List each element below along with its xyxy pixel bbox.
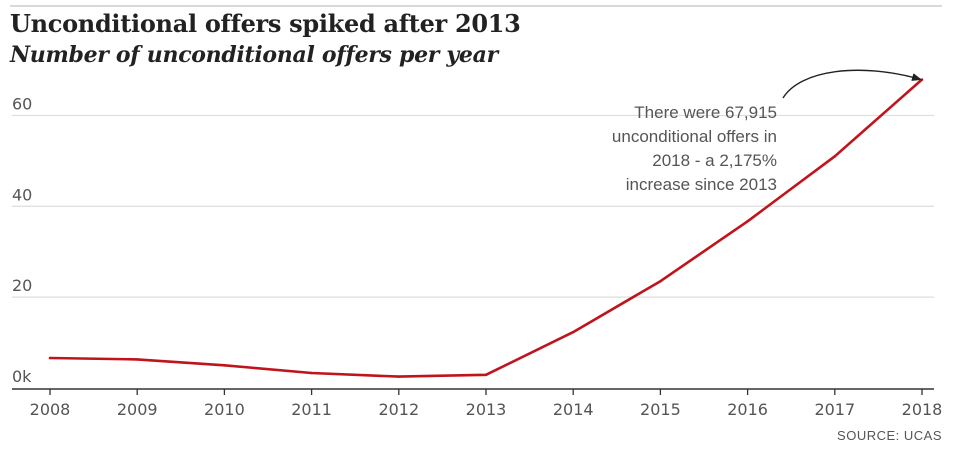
x-tick-label-10: 2018 bbox=[902, 400, 943, 419]
x-tick-label-4: 2012 bbox=[378, 400, 419, 419]
y-tick-label-1: 20 bbox=[12, 276, 32, 295]
data-point-2014 bbox=[571, 330, 575, 334]
annotation-line-2: 2018 - a 2,175% bbox=[652, 151, 777, 170]
annotation-line-1: unconditional offers in bbox=[612, 127, 777, 146]
data-point-2008 bbox=[48, 356, 52, 360]
data-point-2018 bbox=[920, 78, 924, 81]
y-tick-label-3: 60 bbox=[12, 94, 32, 113]
data-point-2016 bbox=[746, 219, 749, 223]
x-tick-label-3: 2011 bbox=[291, 400, 332, 419]
x-tick-label-2: 2010 bbox=[204, 400, 245, 419]
data-point-2012 bbox=[397, 375, 401, 378]
annotation-arrow bbox=[782, 69, 922, 99]
x-tick-label-9: 2017 bbox=[814, 400, 855, 419]
annotation-line-3: increase since 2013 bbox=[626, 175, 777, 194]
annotation-line-0: There were 67,915 bbox=[634, 103, 777, 122]
x-tick-label-6: 2014 bbox=[553, 400, 594, 419]
x-tick-label-0: 2008 bbox=[30, 400, 71, 419]
x-tick-label-8: 2016 bbox=[727, 400, 768, 419]
data-point-2009 bbox=[135, 358, 139, 361]
chart-title: Unconditional offers spiked after 2013 bbox=[10, 9, 521, 38]
y-tick-label-0: 0k bbox=[12, 367, 32, 386]
top-rule bbox=[10, 5, 942, 7]
series-line-0 bbox=[49, 78, 923, 378]
x-tick-label-1: 2009 bbox=[117, 400, 158, 419]
data-point-2010 bbox=[223, 363, 226, 367]
chart-subtitle: Number of unconditional offers per year bbox=[10, 42, 498, 68]
data-point-2013 bbox=[484, 373, 488, 377]
data-point-2011 bbox=[310, 371, 313, 375]
x-tick-label-5: 2013 bbox=[466, 400, 507, 419]
y-tick-label-2: 40 bbox=[12, 185, 32, 204]
x-tick-label-7: 2015 bbox=[640, 400, 681, 419]
source-note: SOURCE: UCAS bbox=[837, 428, 942, 443]
data-point-2017 bbox=[833, 155, 837, 158]
data-point-2015 bbox=[659, 279, 662, 283]
